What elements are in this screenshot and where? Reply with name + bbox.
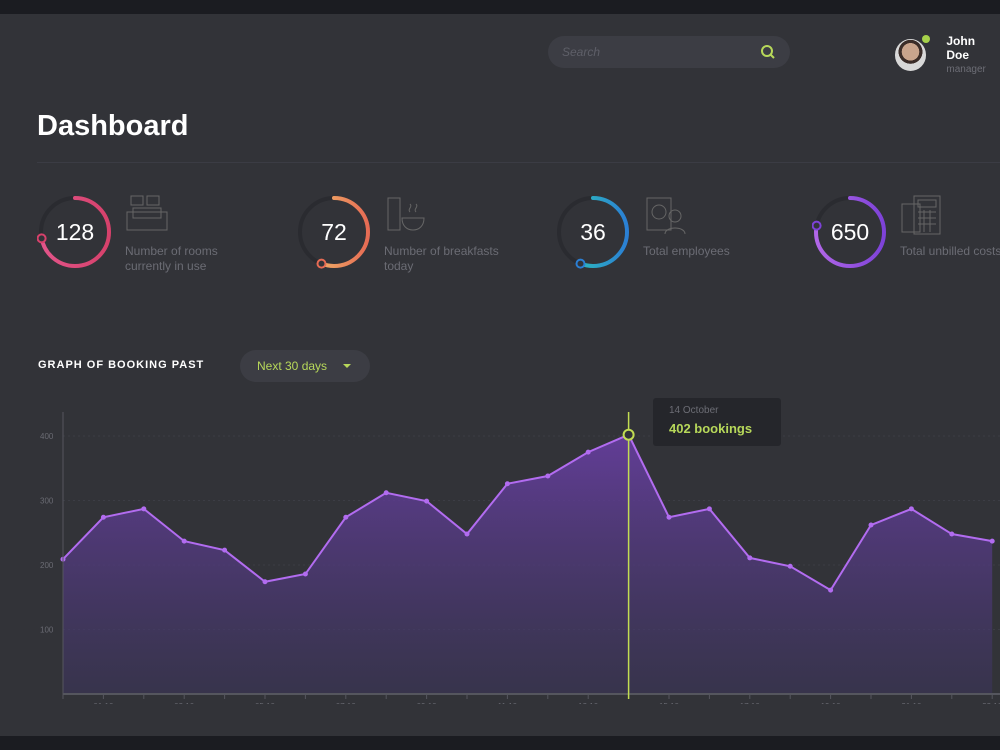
data-point [504,481,510,487]
data-point [302,571,308,577]
progress-ring: 128 [37,194,113,270]
booking-chart: 100 200 300 400 01.10 03.10 05.10 07.10 09.10 11.… [40,412,1000,704]
caret-down-icon [343,364,352,368]
progress-end-dot [37,233,47,244]
tooltip-value: 402 bookings [669,421,753,436]
progress-arc [814,196,886,268]
progress-ring: 72 [296,194,372,270]
dashboard-app: John Doe manager Dashboard 128 Number of … [0,14,1000,736]
data-point [989,538,995,544]
y-tick-label: 300 [40,497,54,506]
stat-value: 128 [55,218,95,245]
divider [37,162,1000,163]
graph-title: GRAPH OF BOOKING PAST [38,359,205,371]
y-tick-label: 400 [40,432,54,441]
user-role: manager [946,64,986,75]
data-point [868,522,874,528]
progress-end-dot [812,220,822,231]
page-title: Dashboard [37,110,189,142]
data-point [787,563,793,569]
data-point [666,514,672,520]
top-bar [0,0,1000,14]
data-point [181,538,187,544]
x-tick-label: 23.10 [982,702,1000,704]
data-point [949,531,955,537]
stat-card: 650 Total unbilled costs [812,194,1000,270]
progress-arc [39,196,111,268]
calculator-icon [901,195,941,235]
highlight-marker [622,428,635,441]
stat-value: 36 [580,218,606,245]
search-icon[interactable] [760,44,776,60]
x-tick-label: 13.10 [578,702,599,704]
search-input[interactable] [562,45,760,59]
range-value: Next 30 days [257,359,328,373]
progress-arc [298,196,370,268]
stat-card: 128 Number of rooms currently in use [37,194,218,273]
x-tick-label: 11.10 [498,702,518,704]
search-box[interactable] [548,36,790,68]
stat-label: Total unbilled costs [900,244,1000,258]
x-tick-label: 09.10 [417,702,438,704]
progress-end-dot [575,258,586,269]
bed-icon [126,195,168,231]
stat-card: 72 Number of breakfasts today [296,194,499,273]
x-tick-label: 19.10 [821,702,842,704]
x-tick-label: 03.10 [174,702,195,704]
progress-ring: 650 [812,194,888,270]
online-status-dot [922,34,931,43]
data-point [262,579,268,585]
data-point [424,498,430,504]
x-tick-label: 15.10 [659,702,680,704]
series-line [62,433,993,592]
y-tick-label: 100 [40,626,54,635]
progress-ring: 36 [555,194,631,270]
bottom-bar [0,736,1000,750]
data-point [141,506,147,512]
data-point [464,531,470,537]
user-profile[interactable]: John Doe manager [895,34,1000,75]
data-point [908,506,914,512]
stat-label: Number of rooms currently in use [125,244,218,273]
stat-value: 650 [830,218,870,245]
data-point [828,587,834,593]
employees-icon [646,197,686,235]
stat-label: Total employees [643,244,730,258]
area-fill [63,434,993,694]
y-tick-label: 200 [40,561,54,570]
x-tick-label: 17.10 [740,702,761,704]
stat-label: Number of breakfasts today [384,244,499,273]
x-tick-label: 05.10 [255,702,276,704]
data-point [706,506,712,512]
data-point [545,473,551,479]
stat-card: 36 Total employees [555,194,730,270]
x-tick-label: 21.10 [901,702,922,704]
range-dropdown[interactable]: Next 30 days [240,350,370,382]
breakfast-icon [387,197,425,231]
data-point [383,490,389,496]
data-point [222,547,228,553]
data-point [343,514,349,520]
chart-tooltip: 14 October 402 bookings [653,398,781,446]
x-tick-label: 07.10 [336,702,357,704]
user-name: John Doe [946,34,976,62]
stat-value: 72 [321,218,347,245]
x-tick-label: 01.10 [93,702,114,704]
progress-end-dot [316,258,327,269]
data-point [100,514,106,520]
tooltip-date: 14 October [669,405,719,416]
data-point [747,555,753,561]
progress-arc [557,196,629,268]
avatar[interactable] [895,34,931,71]
data-point [585,449,591,455]
